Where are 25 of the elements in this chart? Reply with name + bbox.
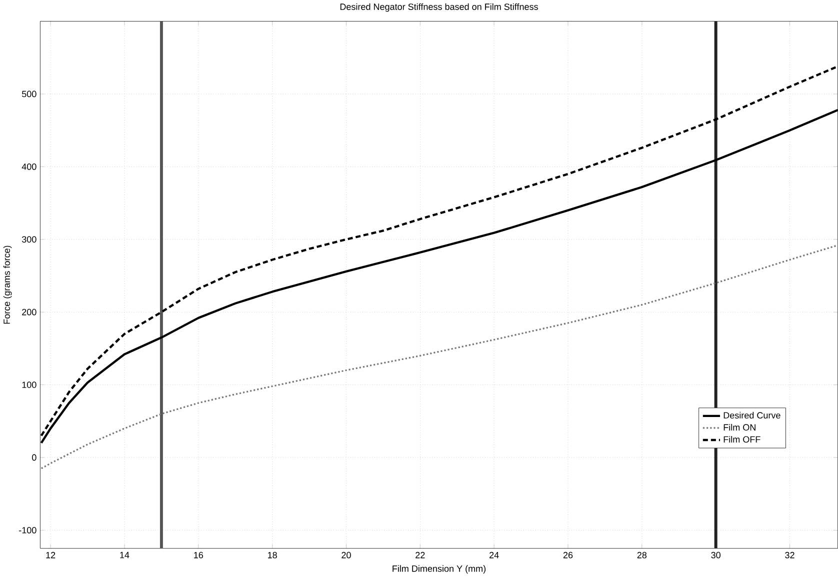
x-tick-label: 24	[490, 552, 499, 558]
y-tick-label: 400	[22, 164, 36, 170]
legend-label: Film OFF	[724, 436, 760, 443]
y-tick-label: 300	[22, 236, 36, 243]
legend-label: Film ON	[724, 424, 756, 431]
x-tick-label: 28	[637, 552, 647, 558]
x-tick-label: 26	[563, 552, 573, 558]
y-tick-label: 500	[22, 90, 36, 98]
x-tick-label: 14	[120, 552, 130, 558]
x-tick-label: 20	[342, 552, 351, 558]
x-tick-label: 22	[416, 552, 425, 558]
x-tick-label: 32	[785, 552, 794, 558]
y-tick-label: -100	[19, 527, 36, 534]
x-tick-label: 16	[194, 552, 204, 558]
x-tick-label: 30	[711, 552, 720, 558]
x-axis-title: Film Dimension Y (mm)	[392, 565, 486, 574]
y-axis-title: Force (grams force)	[3, 246, 12, 324]
x-tick-label: 18	[268, 552, 277, 558]
y-tick-label: 200	[22, 308, 36, 316]
line-series	[40, 244, 838, 470]
y-tick-label: 100	[22, 382, 36, 388]
y-tick-label: 0	[32, 454, 36, 461]
chart-title: Desired Negator Stiffness based on Film Stiffness	[340, 3, 538, 12]
legend-label: Desired Curve	[724, 412, 780, 419]
x-tick-label: 12	[46, 552, 56, 558]
